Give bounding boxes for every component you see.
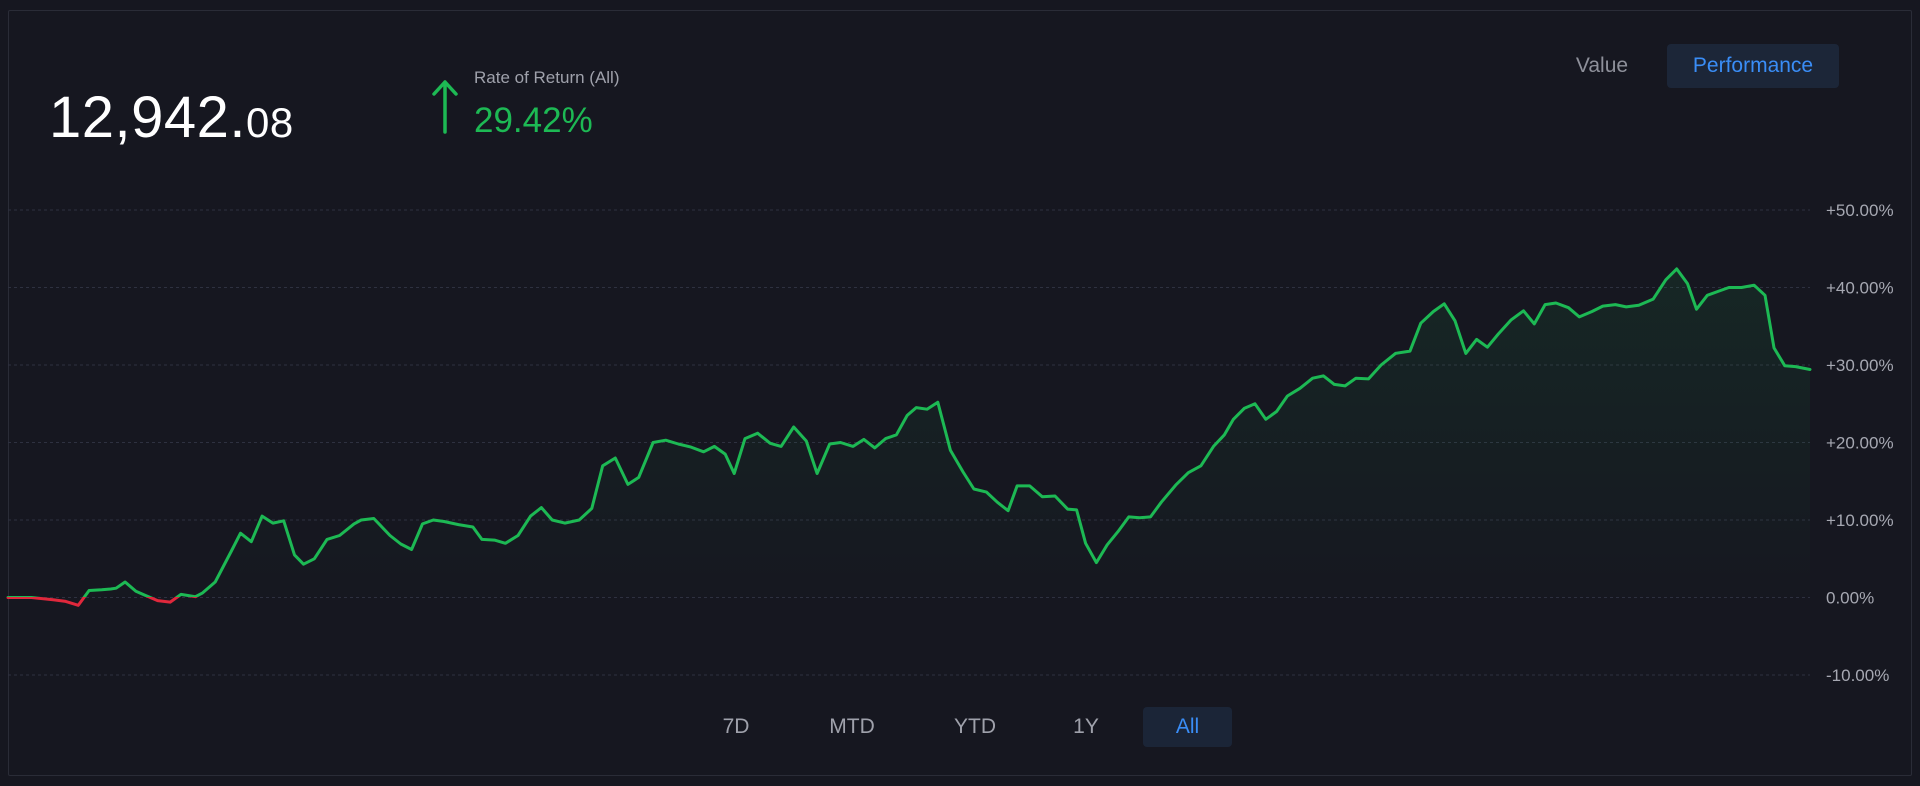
rate-of-return-label: Rate of Return (All) [474,68,620,87]
period-ytd[interactable]: YTD [954,715,996,738]
period-7d[interactable]: 7D [722,715,750,738]
performance-toggle-button[interactable]: Performance [1667,44,1839,88]
portfolio-panel [8,10,1912,776]
period-all[interactable]: All [1143,707,1232,747]
y-tick-label: +30.00% [1826,356,1894,375]
y-tick-label: +20.00% [1826,434,1894,453]
portfolio-balance: 12,942.08 [49,84,294,151]
balance-cents: 08 [246,99,294,146]
y-tick-label: +40.00% [1826,279,1894,298]
rate-of-return-value: 29.42% [474,101,593,140]
period-selector: 7D MTD YTD 1Y All [0,707,1920,747]
performance-line-positive [6,267,1812,597]
performance-area [8,268,1810,606]
period-1y[interactable]: 1Y [1073,715,1099,738]
balance-whole: 12,942. [49,85,247,150]
y-tick-label: -10.00% [1826,666,1889,685]
y-tick-label: 0.00% [1826,589,1874,608]
arrow-up-icon [432,80,458,134]
y-tick-label: +50.00% [1826,201,1894,220]
period-mtd[interactable]: MTD [829,715,875,738]
y-tick-label: +10.00% [1826,511,1894,530]
value-toggle-button[interactable]: Value [1575,54,1629,77]
